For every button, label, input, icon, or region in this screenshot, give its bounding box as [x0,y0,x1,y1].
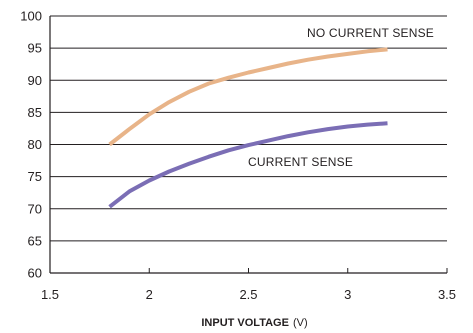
x-tick-labels: 1.5 2 2.5 3 3.5 [41,287,456,302]
x-tick-label: 1.5 [41,287,59,302]
y-tick-label: 70 [28,201,42,216]
series-labels: NO CURRENT SENSE CURRENT SENSE [248,26,434,169]
y-tick-label: 100 [20,9,42,24]
x-tick-label: 3.5 [438,287,456,302]
series-label-no-current-sense: NO CURRENT SENSE [307,26,434,40]
y-tick-label: 90 [28,73,42,88]
x-axis-label: INPUT VOLTAGE (V) [201,317,307,329]
x-axis-label-unit: (V) [293,317,308,329]
series-line-no-current-sense [108,47,388,147]
series-label-current-sense: CURRENT SENSE [248,155,353,169]
y-tick-label: 65 [28,233,42,248]
x-tick-label: 2.5 [239,287,257,302]
y-tick-label: 75 [28,169,42,184]
x-tick-label: 3 [344,287,351,302]
grid-lines [50,15,447,242]
axes [49,16,448,274]
y-tick-label: 80 [28,137,42,152]
series-lines [108,47,388,209]
x-tick-label: 2 [146,287,153,302]
y-tick-label: 60 [28,266,42,281]
y-tick-label: 85 [28,105,42,120]
y-tick-labels: 60 65 70 75 80 85 90 95 100 [20,9,42,281]
series-line-current-sense [108,121,388,209]
y-tick-label: 95 [28,41,42,56]
x-axis-label-text: INPUT VOLTAGE [201,317,289,329]
